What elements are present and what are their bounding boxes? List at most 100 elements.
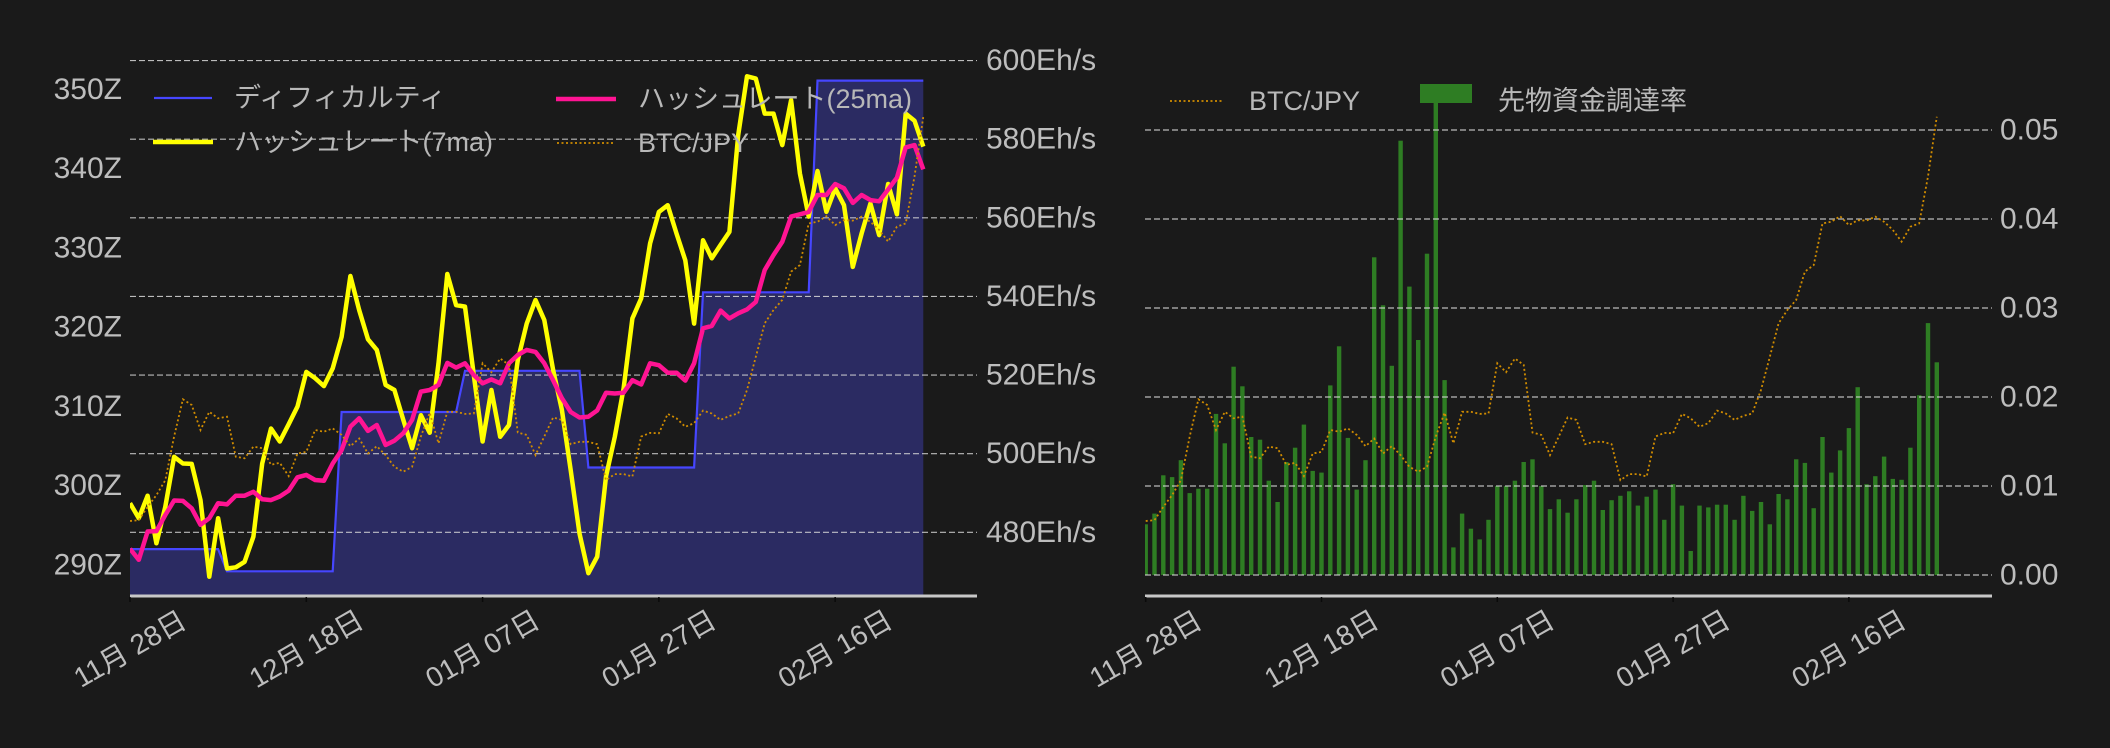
- funding-rate-bar: [1873, 476, 1878, 575]
- funding-rate-bar: [1732, 519, 1737, 575]
- funding-rate-bar: [1855, 387, 1860, 575]
- funding-rate-bars: [1145, 94, 1939, 576]
- y-tick-label: 600Eh/s: [986, 44, 1096, 77]
- left-chart-difficulty-hashrate: 290Z 300Z 310Z 320Z 330Z 340Z 350Z 480Eh…: [54, 44, 1096, 694]
- funding-rate-bar: [1899, 479, 1904, 575]
- funding-rate-bar: [1231, 366, 1236, 575]
- funding-rate-bar: [1512, 480, 1518, 575]
- funding-rate-bar: [1811, 508, 1816, 575]
- x-tick-label: 12月 18日: [244, 604, 369, 694]
- x-tick-label: 02月 16日: [1787, 604, 1912, 694]
- funding-rate-bar: [1328, 385, 1333, 575]
- right-x-tick-marks: [1144, 597, 1850, 602]
- funding-rate-bar: [1433, 94, 1438, 576]
- funding-rate-bar: [1468, 528, 1474, 575]
- funding-rate-bar: [1670, 484, 1676, 575]
- hashrate-7ma-line: [130, 74, 926, 579]
- funding-rate-bar: [1679, 505, 1685, 575]
- y-tick-label: 0.00: [2000, 559, 2058, 592]
- funding-rate-bar: [1503, 486, 1509, 575]
- funding-rate-bar: [1635, 505, 1641, 575]
- y-tick-label: 520Eh/s: [986, 359, 1096, 392]
- funding-rate-bar: [1222, 443, 1227, 575]
- y-tick-label: 500Eh/s: [986, 437, 1096, 470]
- funding-rate-bar: [1372, 257, 1377, 575]
- y-tick-label: 310Z: [54, 390, 122, 423]
- funding-rate-bar: [1820, 437, 1825, 575]
- funding-rate-bar: [1908, 447, 1913, 575]
- funding-rate-bar: [1758, 502, 1764, 575]
- x-tick-label: 01月 07日: [420, 604, 545, 694]
- funding-rate-bar: [1750, 510, 1755, 575]
- x-tick-label: 11月 28日: [69, 605, 192, 694]
- y-tick-label: 0.03: [2000, 292, 2058, 325]
- y-tick-label: 0.02: [2000, 381, 2058, 414]
- y-tick-label: 0.01: [2000, 470, 2058, 503]
- left-plot-area: [130, 59, 977, 596]
- funding-rate-bar: [1486, 519, 1491, 575]
- left-legend: ディフィカルティ ハッシュレート(7ma) ハッシュレート(25ma) BTC/…: [153, 83, 912, 158]
- right-legend: BTC/JPY 先物資金調達率: [1170, 84, 1687, 116]
- funding-rate-bar: [1345, 437, 1351, 575]
- legend-label-btc-jpy: BTC/JPY: [638, 128, 749, 158]
- right-x-axis-dates: 11月 28日 12月 18日 01月 07日 01月 27日 02月 16日: [1084, 604, 1911, 694]
- funding-rate-bar: [1627, 491, 1632, 575]
- funding-rate-bar: [1205, 488, 1210, 575]
- funding-rate-bar: [1292, 447, 1298, 575]
- y-tick-label: 340Z: [54, 152, 122, 185]
- funding-rate-bar: [1556, 499, 1561, 575]
- left-chart-right-y-axis-hashrate: 480Eh/s 500Eh/s 520Eh/s 540Eh/s 560Eh/s …: [986, 44, 1096, 549]
- funding-rate-bar: [1934, 362, 1939, 575]
- funding-rate-bar: [1688, 551, 1693, 575]
- funding-rate-bar: [1319, 472, 1324, 575]
- legend-item-btc-jpy: BTC/JPY: [557, 128, 749, 158]
- funding-rate-bar: [1451, 547, 1456, 575]
- x-tick-label: 11月 28日: [1084, 605, 1207, 694]
- funding-rate-bar: [1495, 486, 1500, 575]
- funding-rate-bar: [1785, 499, 1790, 575]
- funding-rate-bar: [1336, 346, 1342, 575]
- right-chart-funding-rate: 0.00 0.01 0.02 0.03 0.04 0.05 11月 28日 12…: [1084, 84, 2058, 694]
- funding-rate-bar: [1477, 539, 1482, 575]
- legend-item-hashrate-25ma: ハッシュレート(25ma): [556, 84, 912, 114]
- funding-rate-bar: [1890, 478, 1895, 575]
- legend-item-hashrate-7ma: ハッシュレート(7ma): [153, 127, 493, 157]
- y-tick-label: 350Z: [54, 73, 122, 106]
- funding-rate-bar: [1257, 439, 1263, 575]
- funding-rate-bar: [1249, 437, 1254, 575]
- funding-rate-bar: [1169, 477, 1175, 575]
- legend-label-funding-rate: 先物資金調達率: [1498, 86, 1687, 116]
- funding-rate-bar: [1187, 493, 1192, 575]
- funding-rate-bar: [1583, 485, 1588, 575]
- funding-rate-bar: [1653, 489, 1658, 575]
- funding-rate-bar: [1213, 413, 1219, 575]
- funding-rate-bar: [1240, 386, 1245, 575]
- funding-rate-bar: [1925, 323, 1931, 575]
- funding-rate-bar: [1152, 513, 1157, 575]
- x-tick-label: 12月 18日: [1259, 604, 1384, 694]
- legend-swatch-funding-rate: [1420, 84, 1472, 103]
- funding-rate-bar: [1697, 505, 1702, 575]
- funding-rate-bar: [1723, 504, 1728, 575]
- x-tick-label: 01月 27日: [1611, 604, 1736, 694]
- funding-rate-bar: [1530, 459, 1535, 575]
- legend-item-btc-jpy: BTC/JPY: [1170, 86, 1360, 116]
- funding-rate-bar: [1284, 462, 1289, 575]
- y-tick-label: 0.05: [2000, 114, 2058, 147]
- funding-rate-bar: [1161, 475, 1166, 575]
- funding-rate-bar: [1829, 472, 1834, 575]
- funding-rate-bar: [1407, 286, 1412, 575]
- right-y-axis-funding-rate: 0.00 0.01 0.02 0.03 0.04 0.05: [2000, 114, 2058, 592]
- x-tick-label: 01月 07日: [1435, 604, 1560, 694]
- funding-rate-bar: [1776, 494, 1781, 575]
- funding-rate-bar: [1389, 365, 1394, 575]
- funding-rate-bar: [1266, 480, 1271, 575]
- funding-rate-bar: [1380, 305, 1386, 575]
- funding-rate-bar: [1600, 510, 1605, 575]
- y-tick-label: 320Z: [54, 311, 122, 344]
- y-tick-label: 540Eh/s: [986, 280, 1096, 313]
- y-tick-label: 300Z: [54, 469, 122, 502]
- funding-rate-bar: [1196, 488, 1201, 575]
